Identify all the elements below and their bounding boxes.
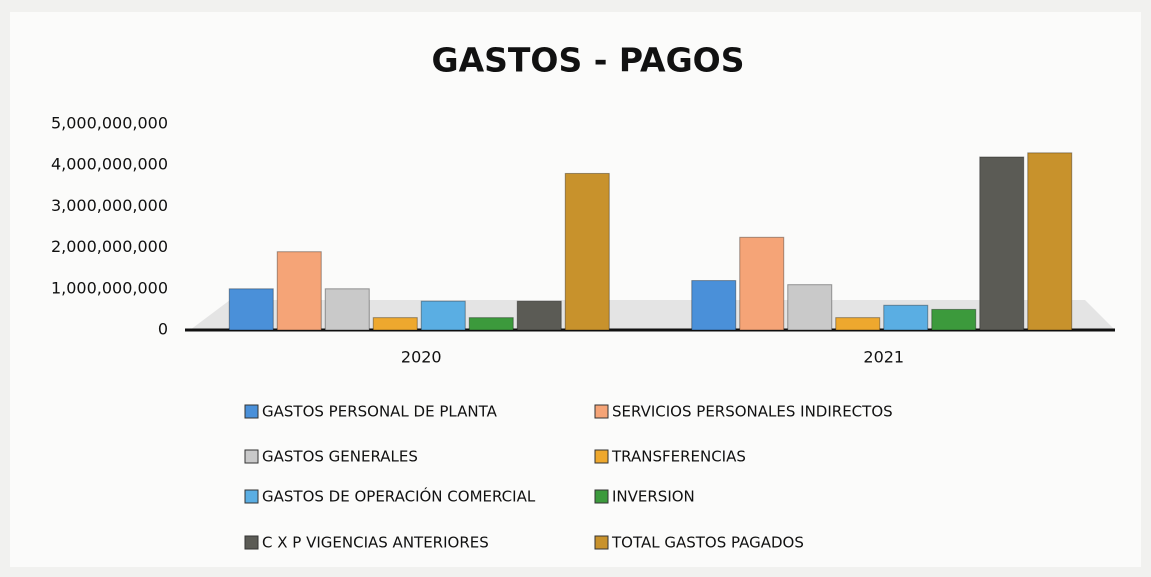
- bar: [1027, 152, 1073, 331]
- bar: [276, 251, 322, 331]
- legend-label: INVERSION: [612, 488, 695, 506]
- bar: [468, 317, 514, 331]
- bar: [835, 317, 881, 331]
- bar: [228, 288, 274, 331]
- bar: [324, 288, 370, 331]
- bar: [931, 308, 977, 331]
- legend-swatch: [594, 449, 609, 464]
- x-tick-label: 2021: [863, 348, 904, 367]
- legend-swatch: [594, 489, 609, 504]
- y-tick-label: 3,000,000,000: [51, 196, 168, 215]
- chart-title: GASTOS - PAGOS: [431, 41, 744, 80]
- bar: [516, 300, 562, 331]
- legend-swatch: [594, 535, 609, 550]
- x-tick-label: 2020: [401, 348, 442, 367]
- legend-swatch: [244, 449, 259, 464]
- legend-swatch: [244, 489, 259, 504]
- y-tick-label: 4,000,000,000: [51, 155, 168, 174]
- bar: [979, 156, 1025, 331]
- bar: [739, 236, 785, 331]
- legend-label: TOTAL GASTOS PAGADOS: [611, 534, 804, 552]
- bar: [564, 172, 610, 331]
- legend-swatch: [594, 404, 609, 419]
- legend-label: SERVICIOS PERSONALES INDIRECTOS: [612, 403, 893, 421]
- y-tick-label: 2,000,000,000: [51, 237, 168, 256]
- legend-label: GASTOS GENERALES: [262, 448, 418, 466]
- legend-label: TRANSFERENCIAS: [611, 448, 746, 466]
- y-tick-label: 0: [158, 320, 168, 339]
- y-tick-label: 1,000,000,000: [51, 278, 168, 297]
- bar: [691, 280, 737, 331]
- bar: [420, 300, 466, 331]
- bar: [787, 284, 833, 331]
- bar: [883, 304, 929, 331]
- bar: [372, 317, 418, 331]
- y-tick-label: 5,000,000,000: [51, 114, 168, 133]
- legend-swatch: [244, 404, 259, 419]
- legend-label: GASTOS PERSONAL DE PLANTA: [262, 403, 498, 421]
- legend-label: C X P VIGENCIAS ANTERIORES: [262, 534, 489, 552]
- legend-label: GASTOS DE OPERACIÓN COMERCIAL: [262, 487, 536, 506]
- legend-swatch: [244, 535, 259, 550]
